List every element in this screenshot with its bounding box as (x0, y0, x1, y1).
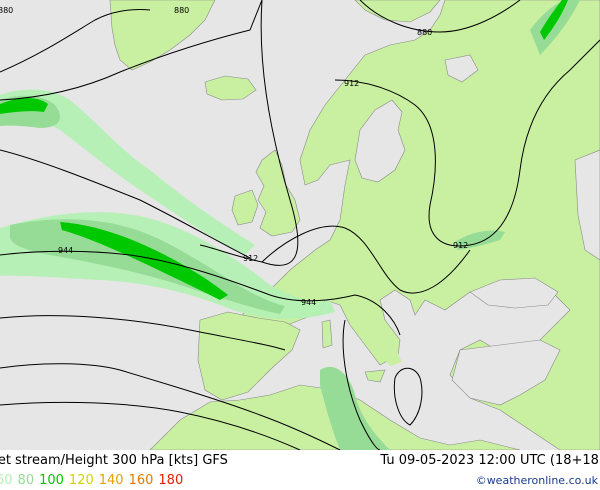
land-svalbard (354, 0, 441, 23)
jet-band-60-north (0, 89, 255, 255)
contour-880-northwest (0, 9, 151, 73)
contour-944-atlantic (0, 250, 401, 336)
legend-item: 60 (0, 473, 13, 488)
contour-label: 880 (0, 6, 13, 15)
forecast-datetime: Tu 09-05-2023 12:00 UTC (18+18) (380, 453, 600, 468)
jet-band-100-south (60, 222, 228, 300)
contour-label: 912 (344, 79, 359, 88)
contour-label: 912 (243, 254, 258, 263)
legend-item: 180 (158, 473, 184, 488)
contour-912-europe (261, 225, 471, 294)
contour-944-med-loop (393, 367, 423, 426)
land-sicily (364, 369, 386, 383)
jet-band-100-north-east (540, 0, 568, 40)
map-title: Jet stream/Height 300 hPa [kts] GFS (0, 453, 228, 468)
contour-880-north (359, 0, 521, 33)
contour-912-atlantic (0, 149, 251, 259)
contour-label: 880 (417, 28, 432, 37)
land-sardinia (321, 319, 333, 349)
land-italy (340, 300, 402, 366)
contour-944-south (0, 315, 286, 351)
contour-label: 880 (174, 6, 189, 15)
contour-944-med-lobe (342, 319, 381, 450)
contour-label: 944 (58, 246, 73, 255)
speed-legend: 60 80 100 120 140 160 180 (0, 473, 188, 488)
black-sea (469, 277, 559, 309)
credit-link[interactable]: ©weatheronline.co.uk (475, 474, 598, 487)
legend-item: 100 (39, 473, 64, 488)
white-sea (444, 54, 479, 83)
land-greenland (109, 0, 216, 71)
jet-band-100-north (0, 98, 48, 114)
land-ireland (231, 189, 259, 226)
map-canvas: 880 880 912 880 912 944 912 944 (0, 0, 600, 450)
map-footer: Jet stream/Height 300 hPa [kts] GFS Tu 0… (0, 450, 600, 490)
legend-item: 140 (98, 473, 124, 488)
legend-item: 80 (17, 473, 35, 488)
legend-item: 160 (128, 473, 154, 488)
land-iberia (197, 311, 301, 401)
land-eurasia (237, 0, 600, 450)
contour-912-northern (0, 0, 299, 266)
caspian-sea (574, 149, 600, 261)
contour-944-southwest (0, 363, 341, 450)
land-great-britain (255, 149, 301, 237)
weather-map: 880 880 912 880 912 944 912 944 (0, 0, 600, 450)
east-mediterranean (451, 339, 561, 406)
land-iceland (204, 75, 257, 101)
contour-label: 944 (301, 298, 316, 307)
baltic-sea (354, 99, 406, 183)
jet-band-80-north-east (530, 0, 580, 55)
contour-912-arc (334, 39, 600, 247)
contour-label: 912 (453, 241, 468, 250)
legend-item: 120 (68, 473, 94, 488)
contour-952-south (0, 401, 301, 450)
